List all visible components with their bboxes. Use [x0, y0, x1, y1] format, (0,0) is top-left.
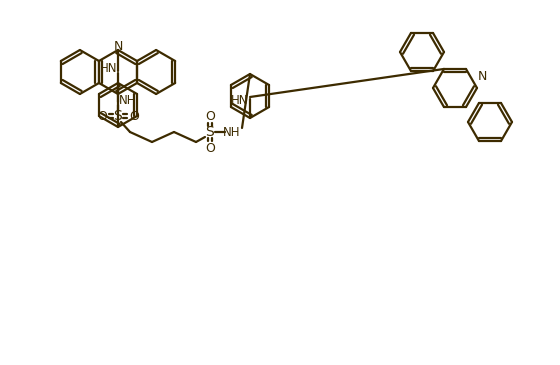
Text: N: N	[477, 70, 487, 84]
Text: O: O	[97, 110, 107, 123]
Text: S: S	[114, 109, 123, 123]
Text: NH: NH	[119, 93, 137, 107]
Text: O: O	[205, 142, 215, 154]
Text: HN: HN	[100, 61, 118, 74]
Text: O: O	[129, 110, 139, 123]
Text: O: O	[205, 110, 215, 123]
Text: N: N	[113, 39, 123, 53]
Text: NH: NH	[223, 126, 241, 138]
Text: S: S	[206, 125, 214, 139]
Text: HN: HN	[231, 95, 249, 108]
